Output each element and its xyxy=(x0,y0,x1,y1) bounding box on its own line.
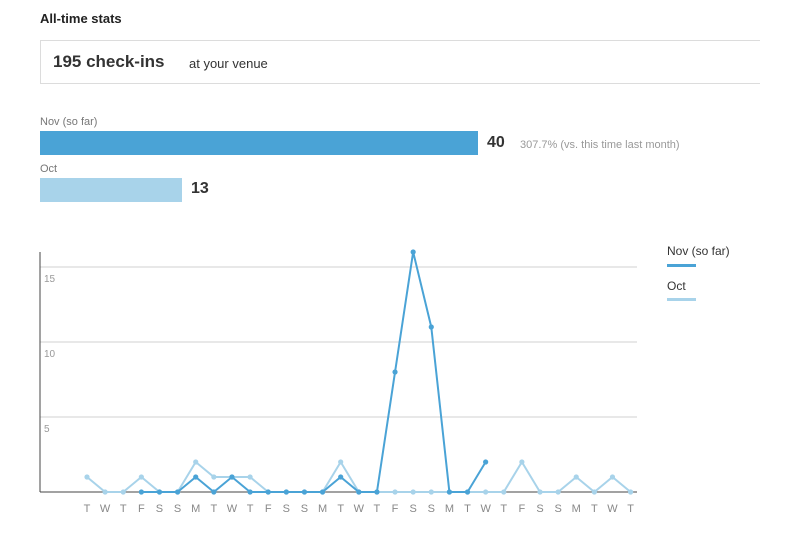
oct-data-point xyxy=(591,489,597,495)
nov-data-point xyxy=(446,489,452,495)
legend-swatch-oct xyxy=(667,298,696,301)
oct-data-point xyxy=(428,489,434,495)
x-tick-label: F xyxy=(265,503,272,515)
x-tick-label: M xyxy=(445,503,454,515)
oct-data-point xyxy=(120,489,126,495)
nov-data-point xyxy=(247,489,253,495)
x-tick-label: T xyxy=(374,503,381,515)
nov-data-point xyxy=(464,489,471,495)
oct-data-point xyxy=(537,489,543,495)
nov-data-point xyxy=(283,489,289,495)
nov-data-point xyxy=(392,369,398,375)
legend-item-nov: Nov (so far) xyxy=(667,244,730,258)
nov-data-point xyxy=(374,489,380,495)
x-tick-label: S xyxy=(554,503,561,515)
x-tick-label: T xyxy=(337,503,344,515)
x-tick-label: T xyxy=(247,503,254,515)
legend-swatch-nov xyxy=(667,264,696,267)
x-tick-label: W xyxy=(480,503,491,515)
oct-data-point xyxy=(519,459,525,465)
x-tick-label: S xyxy=(283,503,290,515)
oct-data-point xyxy=(84,474,90,480)
oct-checkins-value: 13 xyxy=(191,180,209,197)
oct-checkins-bar xyxy=(40,178,182,202)
nov-data-point xyxy=(229,474,235,480)
nov-bar-label: Nov (so far) xyxy=(40,116,98,128)
nov-checkins-value: 40 xyxy=(487,134,505,151)
x-tick-label: S xyxy=(428,503,435,515)
oct-data-point xyxy=(501,489,507,495)
section-title: All-time stats xyxy=(40,11,122,26)
nov-data-point xyxy=(156,489,163,495)
y-tick-label: 10 xyxy=(44,349,56,360)
nov-data-point xyxy=(410,249,416,255)
nov-data-point xyxy=(211,489,217,495)
nov-data-point xyxy=(301,489,308,495)
x-tick-label: W xyxy=(354,503,365,515)
x-tick-label: T xyxy=(591,503,598,515)
x-tick-label: S xyxy=(156,503,163,515)
x-tick-label: T xyxy=(464,503,471,515)
nov-data-point xyxy=(138,489,144,495)
nov-checkins-bar xyxy=(40,131,478,155)
x-tick-label: T xyxy=(84,503,91,515)
oct-data-point xyxy=(555,489,561,495)
oct-data-point xyxy=(138,474,144,480)
x-tick-label: F xyxy=(138,503,145,515)
x-tick-label: T xyxy=(500,503,507,515)
oct-data-point xyxy=(410,489,416,495)
nov-data-point xyxy=(483,459,489,465)
checkin-count: 195 check-ins xyxy=(53,52,165,71)
oct-data-point xyxy=(247,474,253,480)
oct-data-point xyxy=(102,489,108,495)
x-tick-label: T xyxy=(120,503,127,515)
oct-bar-label: Oct xyxy=(40,163,58,175)
nov-data-point xyxy=(193,474,199,480)
nov-series-line xyxy=(141,251,487,493)
oct-data-point xyxy=(483,489,489,495)
oct-data-point xyxy=(193,459,199,465)
x-tick-label: S xyxy=(301,503,308,515)
checkin-summary: 195 check-ins at your venue xyxy=(40,40,760,84)
y-tick-label: 5 xyxy=(44,424,50,435)
oct-series-line xyxy=(86,461,632,493)
oct-data-point xyxy=(338,459,344,465)
nov-data-point xyxy=(265,489,271,495)
nov-data-point xyxy=(338,474,344,480)
oct-data-point xyxy=(609,474,616,480)
checkin-suffix: at your venue xyxy=(189,56,268,71)
oct-data-point xyxy=(628,489,634,495)
x-tick-label: T xyxy=(627,503,634,515)
legend-item-oct: Oct xyxy=(667,279,686,293)
nov-data-point xyxy=(175,489,181,495)
nov-data-point xyxy=(428,324,434,330)
x-tick-label: T xyxy=(210,503,217,515)
x-tick-label: S xyxy=(409,503,416,515)
x-tick-label: S xyxy=(536,503,543,515)
x-tick-label: W xyxy=(607,503,618,515)
x-tick-label: M xyxy=(572,503,581,515)
oct-data-point xyxy=(573,474,579,480)
x-tick-label: F xyxy=(519,503,526,515)
nov-data-point xyxy=(319,489,326,495)
y-tick-label: 15 xyxy=(44,274,56,285)
x-tick-label: W xyxy=(100,503,111,515)
x-tick-label: M xyxy=(318,503,327,515)
oct-data-point xyxy=(211,474,217,480)
x-tick-label: M xyxy=(191,503,200,515)
x-tick-label: W xyxy=(227,503,238,515)
nov-change-text: 307.7% (vs. this time last month) xyxy=(520,139,680,151)
x-tick-label: S xyxy=(174,503,181,515)
oct-data-point xyxy=(392,489,398,495)
x-tick-label: F xyxy=(392,503,399,515)
nov-data-point xyxy=(356,489,362,495)
